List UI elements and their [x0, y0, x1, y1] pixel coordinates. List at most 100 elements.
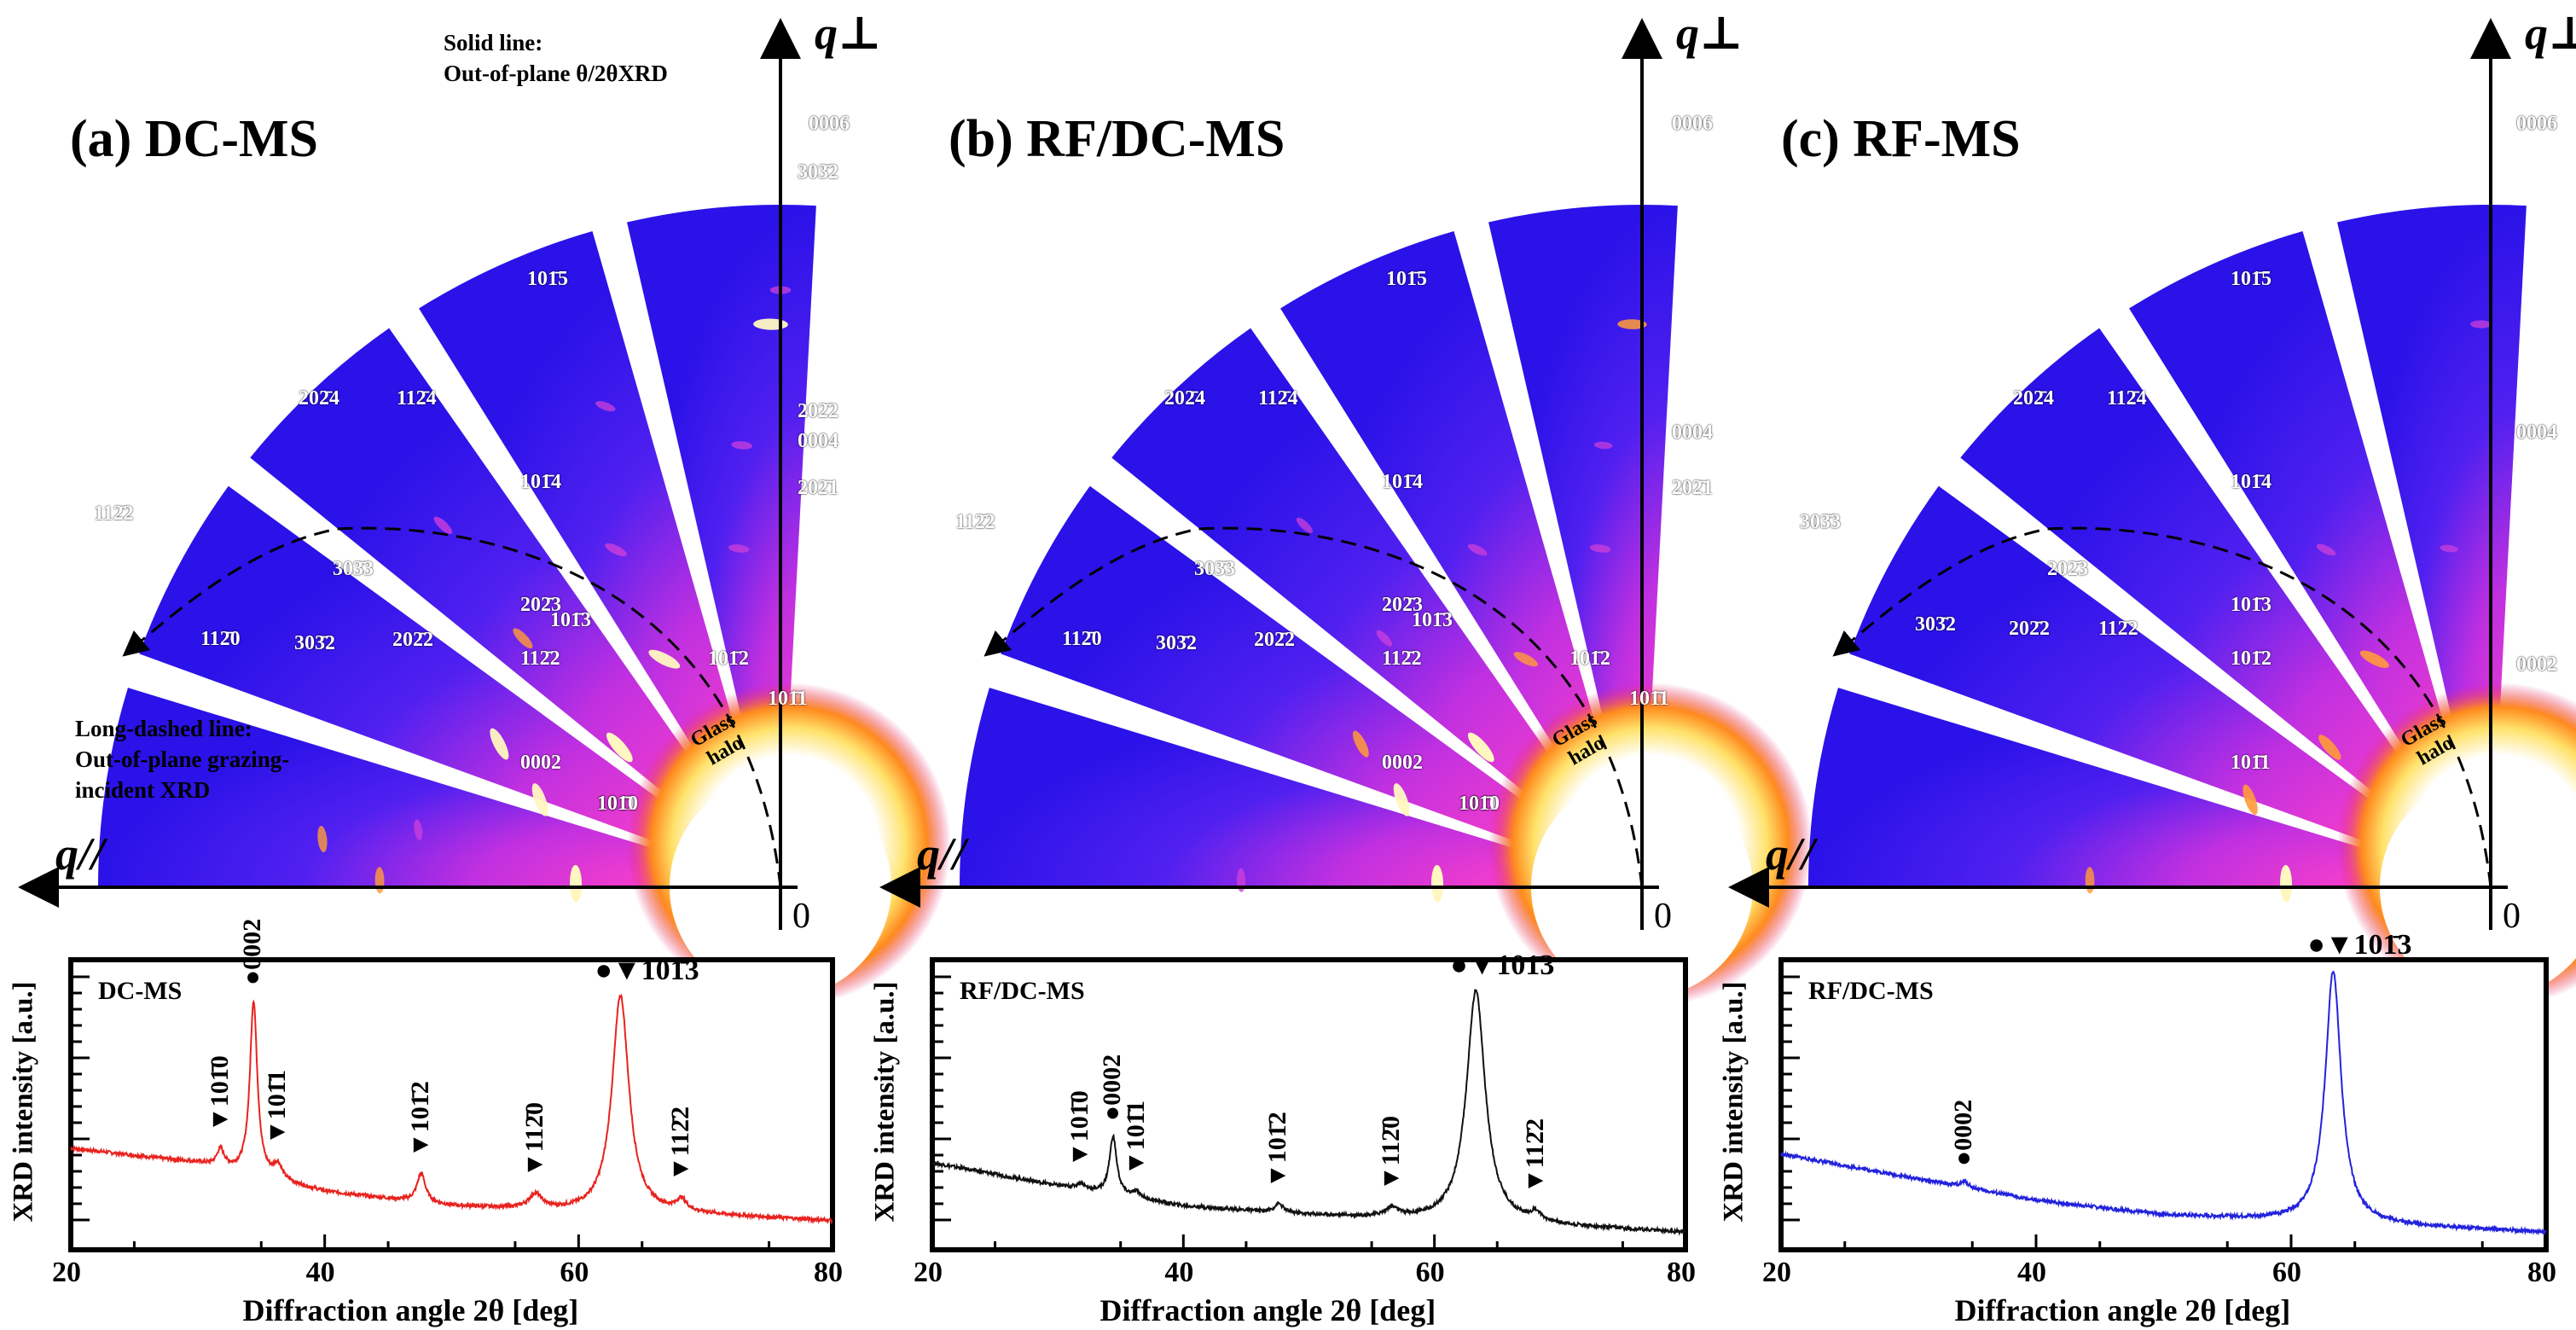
gixd-peak-label: 0004 — [1672, 421, 1713, 444]
x-axis-label: Diffraction angle 2θ [deg] — [1099, 1293, 1436, 1327]
q-parallel-label: q// — [1766, 828, 1815, 880]
detector-wedge — [2337, 205, 2527, 780]
gixd-peak-label: 202̄3 — [520, 594, 561, 616]
detector-wedge — [98, 688, 675, 887]
diffraction-spot — [433, 516, 453, 535]
gixd-peak-label: 101̄0 — [597, 793, 638, 815]
x-tick-label: 20 — [1762, 1257, 1791, 1288]
gixd-peak-label: 101̄2 — [1569, 648, 1610, 670]
diffraction-spot — [2359, 650, 2389, 668]
solid-line-note: Solid line: Out-of-plane θ/2θXRD — [444, 30, 668, 86]
peak-annotation: ▼101̄2 — [405, 1081, 434, 1158]
x-tick-label: 60 — [2272, 1257, 2301, 1288]
detector-wedge — [1808, 688, 2385, 887]
detector-wedge — [1280, 230, 1612, 793]
gixd-peak-label: 101̄4 — [2231, 471, 2271, 493]
gixd-peak-label: 101̄0 — [1459, 793, 1500, 815]
peak-annotation: ▼101̄0 — [1065, 1090, 1094, 1168]
gixd-peak-label: 101̄3 — [1412, 609, 1453, 631]
peak-annotation: ●0002 — [1949, 1099, 1978, 1166]
origin-label: 0 — [792, 897, 810, 936]
gixd-peak-label: 112̄4 — [2107, 387, 2147, 409]
peak-annotation: ▼112̄2 — [1520, 1118, 1549, 1194]
diffraction-spot — [595, 401, 616, 412]
gixd-peak-label: 101̄5 — [527, 268, 568, 290]
peak-annotation: ●▼101̄3 — [2307, 929, 2412, 961]
detector-wedge — [1111, 328, 1579, 818]
grazing-incidence-dashed-curve — [122, 526, 782, 888]
diffraction-spot — [648, 649, 681, 669]
gixd-peak-label: 202̄1 — [798, 477, 838, 499]
gixd-map-panel — [879, 18, 1813, 1007]
detector-wedge — [627, 205, 816, 780]
detector-wedge — [1001, 485, 1552, 850]
gixd-peak-label: 0002 — [520, 752, 561, 774]
peak-annotation: ▼101̄1 — [262, 1070, 291, 1146]
diffraction-spot — [1352, 730, 1369, 758]
diffraction-spot — [606, 732, 633, 763]
x-axis-label: Diffraction angle 2θ [deg] — [242, 1293, 579, 1327]
xrd-series-line — [70, 993, 833, 1225]
gixd-peak-label: 0002 — [1382, 752, 1423, 774]
gixd-peak-label: 112̄2 — [1382, 648, 1422, 670]
peak-annotation: ▼101̄0 — [205, 1055, 234, 1132]
q-perp-label: q⊥ — [1676, 8, 1743, 59]
gixd-peak-label: 101̄5 — [2231, 268, 2271, 290]
q-parallel-label: q// — [917, 828, 966, 880]
x-tick-label: 80 — [814, 1257, 843, 1288]
gixd-peak-label: 0002 — [2516, 653, 2557, 676]
x-tick-label: 80 — [2527, 1257, 2556, 1288]
gixd-peak-label: 112̄0 — [1062, 628, 1102, 650]
grazing-incidence-dashed-curve — [1832, 526, 2492, 888]
origin-label: 0 — [2503, 897, 2521, 936]
diffraction-spot — [414, 819, 423, 841]
gixd-peak-label: 303̄3 — [333, 558, 374, 580]
q-parallel-label: q// — [55, 828, 105, 880]
gixd-peak-label: 303̄2 — [1915, 613, 1956, 636]
x-tick-label: 80 — [1667, 1257, 1696, 1288]
gixd-peak-label: 112̄2 — [520, 648, 560, 670]
detector-wedge — [1960, 328, 2428, 818]
plot-inset-label: RF/DC-MS — [1808, 977, 1934, 1005]
gixd-peak-label: 112̄4 — [397, 387, 437, 409]
y-axis-label: XRD intensity [a.u.] — [8, 981, 39, 1223]
x-tick-label: 20 — [52, 1257, 81, 1288]
origin-label: 0 — [1654, 897, 1672, 936]
diffraction-spot — [2318, 735, 2341, 760]
q-perp-label: q⊥ — [2525, 8, 2576, 59]
peak-annotation: ▼112̄0 — [519, 1101, 548, 1177]
gixd-panel-a-title: (a) DC-MS — [70, 110, 318, 168]
gixd-peak-label: 0006 — [1672, 113, 1713, 135]
detector-wedge — [250, 328, 717, 818]
gixd-peak-label: 112̄0 — [200, 628, 241, 650]
gixd-peak-label: 101̄2 — [2231, 648, 2271, 670]
gixd-peak-label: 202̄4 — [2013, 387, 2054, 409]
gixd-peak-label: 101̄3 — [2231, 594, 2271, 616]
gixd-peak-label: 303̄2 — [294, 632, 335, 654]
diffraction-spot — [1589, 544, 1611, 553]
y-axis-label: XRD intensity [a.u.] — [1718, 981, 1749, 1223]
dashed-line-note: Long-dashed line: Out-of-plane grazing- … — [75, 716, 290, 803]
gixd-peak-label: 101̄3 — [550, 609, 591, 631]
gixd-peak-label: 101̄4 — [520, 471, 561, 493]
x-tick-label: 40 — [305, 1257, 335, 1288]
diffraction-spot — [1467, 732, 1494, 763]
diffraction-spot — [317, 826, 328, 853]
gixd-peak-label: 101̄2 — [708, 648, 749, 670]
diffraction-spot — [1513, 652, 1538, 667]
gixd-panel-b-title: (b) RF/DC-MS — [949, 110, 1285, 168]
diffraction-spot — [2242, 784, 2258, 816]
diffraction-spot — [513, 628, 533, 649]
gixd-peak-label: 202̄3 — [1382, 594, 1423, 616]
gixd-peak-label: 101̄4 — [1382, 471, 1423, 493]
gixd-peak-label: 303̄2 — [798, 161, 838, 183]
peak-annotation: ▼112̄0 — [1376, 1115, 1405, 1191]
diffraction-spot — [1431, 864, 1444, 903]
xrd-line-chart — [1778, 957, 2549, 1252]
diffraction-spot — [2470, 320, 2492, 328]
plot-frame — [68, 957, 835, 1252]
diffraction-spot — [731, 441, 753, 450]
diffraction-spot — [2280, 864, 2293, 903]
